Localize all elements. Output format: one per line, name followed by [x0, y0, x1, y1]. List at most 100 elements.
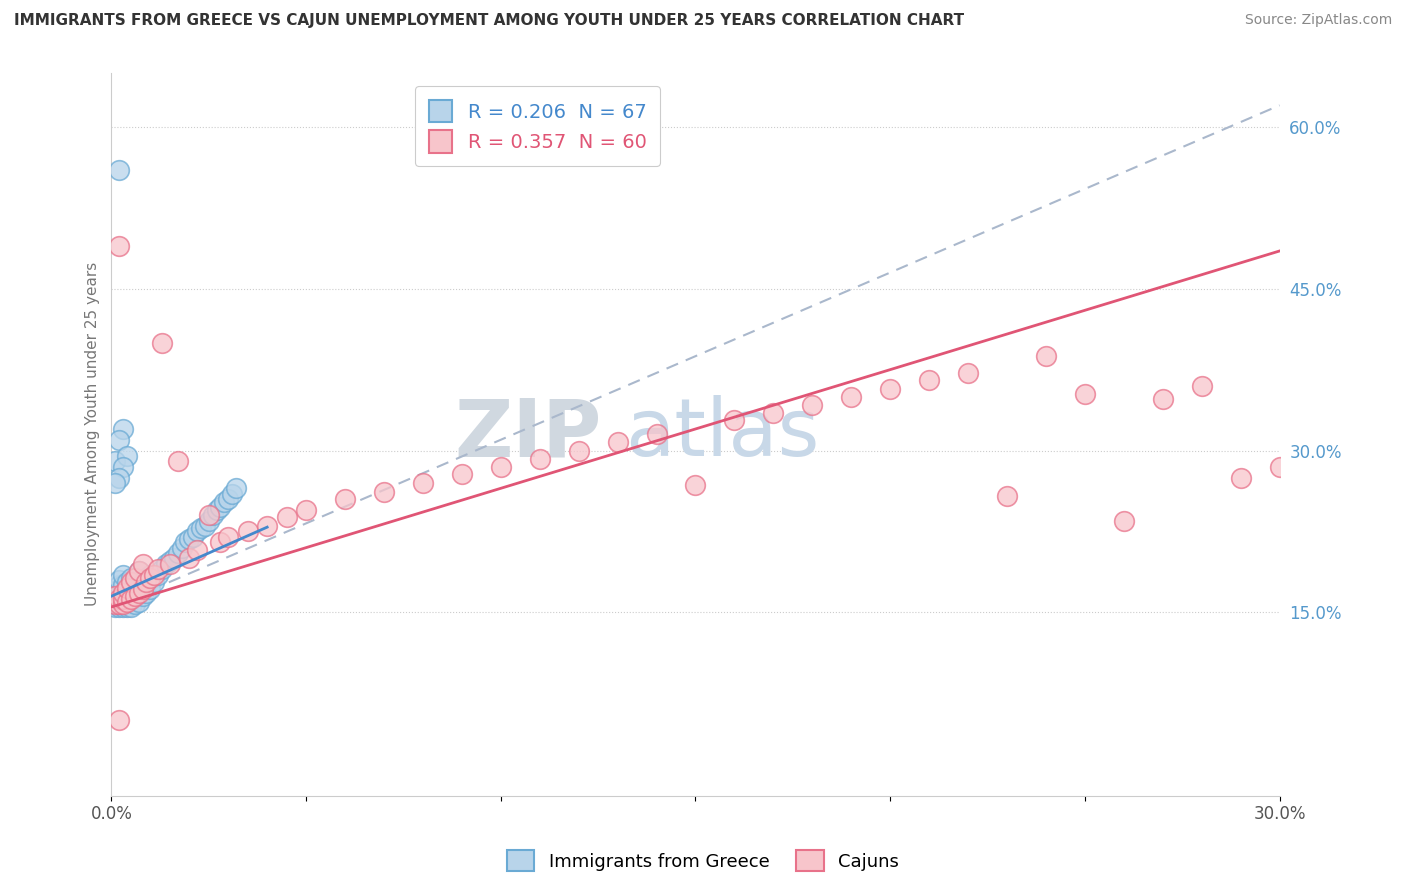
Point — [120, 592, 142, 607]
Point — [124, 571, 146, 585]
Text: IMMIGRANTS FROM GREECE VS CAJUN UNEMPLOYMENT AMONG YOUTH UNDER 25 YEARS CORRELAT: IMMIGRANTS FROM GREECE VS CAJUN UNEMPLOY… — [14, 13, 965, 29]
Point — [135, 575, 157, 590]
Point — [606, 434, 628, 449]
Point — [879, 382, 901, 396]
Point — [205, 503, 228, 517]
Point — [104, 599, 127, 614]
Point — [115, 594, 138, 608]
Point — [108, 713, 131, 727]
Point — [209, 500, 232, 514]
Point — [112, 578, 135, 592]
Point — [131, 557, 153, 571]
Point — [112, 599, 135, 614]
Point — [104, 475, 127, 490]
Point — [1074, 387, 1097, 401]
Point — [186, 524, 208, 539]
Point — [112, 592, 135, 607]
Point — [128, 582, 150, 596]
Point — [120, 583, 142, 598]
Point — [450, 467, 472, 482]
Point — [128, 565, 150, 579]
Point — [685, 478, 707, 492]
Point — [166, 546, 188, 560]
Point — [197, 508, 219, 523]
Point — [124, 597, 146, 611]
Legend: R = 0.206  N = 67, R = 0.357  N = 60: R = 0.206 N = 67, R = 0.357 N = 60 — [415, 87, 661, 166]
Point — [135, 571, 157, 585]
Point — [225, 481, 247, 495]
Point — [174, 535, 197, 549]
Point — [108, 163, 131, 178]
Point — [190, 521, 212, 535]
Point — [256, 519, 278, 533]
Point — [104, 583, 127, 598]
Point — [104, 589, 127, 603]
Point — [108, 597, 131, 611]
Point — [128, 586, 150, 600]
Point — [143, 575, 166, 590]
Point — [1035, 349, 1057, 363]
Point — [120, 575, 142, 590]
Point — [139, 567, 162, 582]
Point — [124, 575, 146, 590]
Point — [295, 503, 318, 517]
Point — [104, 597, 127, 611]
Point — [1191, 379, 1213, 393]
Point — [276, 510, 298, 524]
Point — [159, 557, 181, 571]
Point — [155, 557, 177, 571]
Point — [128, 594, 150, 608]
Point — [801, 398, 824, 412]
Point — [139, 582, 162, 596]
Point — [762, 406, 785, 420]
Point — [1229, 470, 1251, 484]
Point — [108, 433, 131, 447]
Point — [957, 366, 980, 380]
Point — [108, 583, 131, 598]
Text: atlas: atlas — [626, 395, 820, 474]
Point — [1268, 459, 1291, 474]
Point — [108, 592, 131, 607]
Point — [108, 599, 131, 614]
Point — [104, 454, 127, 468]
Point — [128, 565, 150, 579]
Point — [104, 589, 127, 603]
Point — [112, 567, 135, 582]
Text: ZIP: ZIP — [454, 395, 602, 474]
Point — [333, 492, 356, 507]
Point — [115, 575, 138, 590]
Point — [135, 586, 157, 600]
Point — [645, 427, 668, 442]
Point — [108, 578, 131, 592]
Y-axis label: Unemployment Among Youth under 25 years: Unemployment Among Youth under 25 years — [86, 262, 100, 607]
Point — [918, 373, 941, 387]
Point — [1152, 392, 1174, 406]
Point — [112, 597, 135, 611]
Text: Source: ZipAtlas.com: Source: ZipAtlas.com — [1244, 13, 1392, 28]
Point — [150, 562, 173, 576]
Point — [108, 573, 131, 587]
Point — [143, 567, 166, 582]
Point — [179, 532, 201, 546]
Point — [115, 449, 138, 463]
Point — [217, 530, 239, 544]
Point — [120, 599, 142, 614]
Point — [214, 495, 236, 509]
Point — [1112, 514, 1135, 528]
Point — [723, 413, 745, 427]
Point — [163, 551, 186, 566]
Point — [115, 586, 138, 600]
Point — [412, 475, 434, 490]
Point — [108, 588, 131, 602]
Point — [221, 486, 243, 500]
Point — [839, 390, 862, 404]
Point — [150, 335, 173, 350]
Point — [120, 571, 142, 585]
Point — [104, 594, 127, 608]
Point — [108, 470, 131, 484]
Point — [131, 582, 153, 596]
Point — [139, 571, 162, 585]
Point — [194, 519, 217, 533]
Point — [373, 484, 395, 499]
Point — [115, 594, 138, 608]
